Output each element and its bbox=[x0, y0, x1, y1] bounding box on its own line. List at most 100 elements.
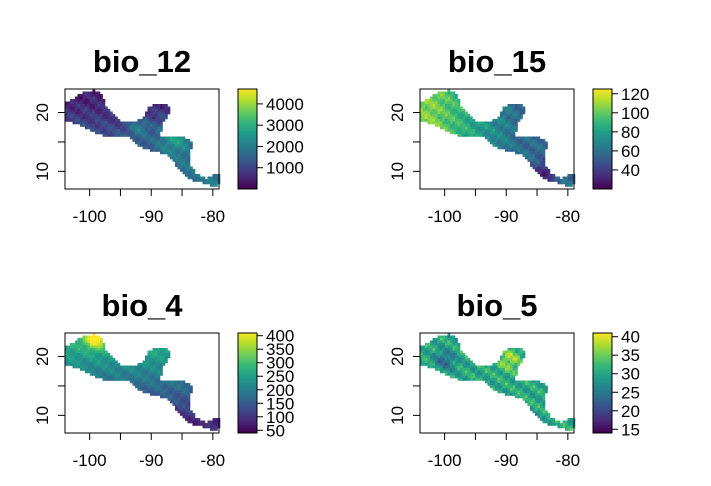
raster-cell bbox=[127, 378, 131, 381]
raster-cell bbox=[477, 121, 481, 125]
raster-cell bbox=[565, 176, 568, 180]
raster-cell bbox=[157, 355, 161, 359]
raster-cell bbox=[140, 365, 143, 369]
raster-cell bbox=[495, 131, 498, 135]
raster-cell bbox=[97, 355, 101, 359]
raster-cell bbox=[135, 139, 138, 142]
raster-cell bbox=[522, 106, 526, 110]
raster-cell bbox=[180, 400, 183, 404]
raster-cell bbox=[100, 338, 103, 341]
raster-cell bbox=[512, 393, 516, 396]
raster-cell bbox=[180, 405, 183, 409]
legend-swatch bbox=[238, 135, 257, 138]
raster-cell bbox=[140, 385, 143, 389]
raster-cell bbox=[187, 405, 191, 409]
raster-cell bbox=[162, 348, 166, 351]
raster-cell bbox=[155, 129, 158, 132]
legend-swatch bbox=[238, 183, 257, 186]
raster-cell bbox=[160, 136, 163, 140]
raster-cell bbox=[425, 350, 428, 354]
raster-cell bbox=[170, 139, 173, 142]
raster-cell bbox=[515, 348, 518, 351]
raster-cell bbox=[92, 333, 96, 336]
raster-cell bbox=[492, 373, 496, 376]
raster-cell bbox=[462, 363, 466, 366]
raster-cell bbox=[95, 111, 98, 115]
raster-cell bbox=[520, 358, 523, 361]
raster-cell bbox=[457, 348, 461, 351]
raster-cell bbox=[530, 393, 533, 396]
raster-cell bbox=[537, 144, 541, 147]
raster-cell bbox=[480, 131, 483, 135]
raster-cell bbox=[460, 106, 463, 110]
raster-cell bbox=[102, 353, 106, 356]
raster-cell bbox=[95, 131, 98, 135]
raster-cell bbox=[70, 111, 73, 115]
raster-cell bbox=[510, 348, 513, 351]
raster-cell bbox=[150, 121, 153, 125]
raster-cell bbox=[440, 119, 443, 122]
raster-cell bbox=[457, 116, 461, 120]
raster-cell bbox=[432, 106, 436, 110]
raster-cell bbox=[182, 146, 186, 150]
raster-cell bbox=[127, 129, 131, 132]
raster-cell bbox=[92, 355, 96, 359]
legend-swatch bbox=[238, 185, 257, 188]
raster-cell bbox=[517, 116, 521, 120]
raster-cell bbox=[527, 136, 531, 140]
raster-cell bbox=[110, 134, 113, 137]
raster-cell bbox=[477, 378, 481, 381]
raster-cell bbox=[167, 154, 171, 157]
raster-cell bbox=[137, 126, 141, 130]
raster-cell bbox=[457, 353, 461, 356]
raster-cell bbox=[87, 355, 91, 359]
raster-cell bbox=[82, 348, 86, 351]
raster-cell bbox=[450, 338, 453, 341]
raster-cell bbox=[475, 129, 478, 132]
raster-cell bbox=[212, 179, 216, 182]
raster-cell bbox=[187, 385, 191, 389]
raster-cell bbox=[167, 395, 171, 399]
raster-cell bbox=[450, 129, 453, 132]
raster-cell bbox=[432, 114, 436, 117]
raster-cell bbox=[152, 116, 156, 120]
legend-swatch bbox=[238, 337, 257, 340]
raster-cell bbox=[202, 423, 206, 426]
raster-cell bbox=[520, 136, 523, 140]
raster-cell bbox=[192, 413, 196, 416]
raster-cell bbox=[495, 136, 498, 140]
raster-cell bbox=[90, 109, 93, 112]
raster-cell bbox=[72, 104, 76, 107]
raster-cell bbox=[507, 146, 511, 150]
raster-cell bbox=[507, 119, 511, 122]
raster-cell bbox=[77, 340, 81, 344]
raster-cell bbox=[182, 166, 186, 170]
raster-cell bbox=[515, 151, 518, 155]
raster-cell bbox=[500, 383, 503, 386]
raster-cell bbox=[480, 368, 483, 371]
raster-cell bbox=[445, 109, 448, 112]
raster-cell bbox=[455, 355, 458, 359]
raster-cell bbox=[505, 124, 508, 127]
raster-cell bbox=[447, 104, 451, 107]
raster-cell bbox=[112, 134, 116, 137]
raster-cell bbox=[147, 119, 151, 122]
raster-cell bbox=[162, 390, 166, 394]
legend-swatch bbox=[593, 423, 612, 426]
raster-cell bbox=[160, 360, 163, 364]
raster-cell bbox=[87, 91, 91, 95]
raster-cell bbox=[75, 96, 78, 100]
raster-cell bbox=[107, 124, 111, 127]
raster-cell bbox=[530, 149, 533, 152]
x-tick-label: -100 bbox=[73, 451, 107, 470]
legend-swatch bbox=[593, 173, 612, 176]
raster-cell bbox=[162, 350, 166, 354]
raster-cell bbox=[520, 111, 523, 115]
raster-cell bbox=[500, 360, 503, 364]
raster-cell bbox=[135, 380, 138, 384]
raster-cell bbox=[152, 388, 156, 391]
raster-cell bbox=[170, 156, 173, 160]
raster-cell bbox=[87, 116, 91, 120]
raster-cell bbox=[540, 405, 543, 409]
raster-cell bbox=[90, 121, 93, 125]
